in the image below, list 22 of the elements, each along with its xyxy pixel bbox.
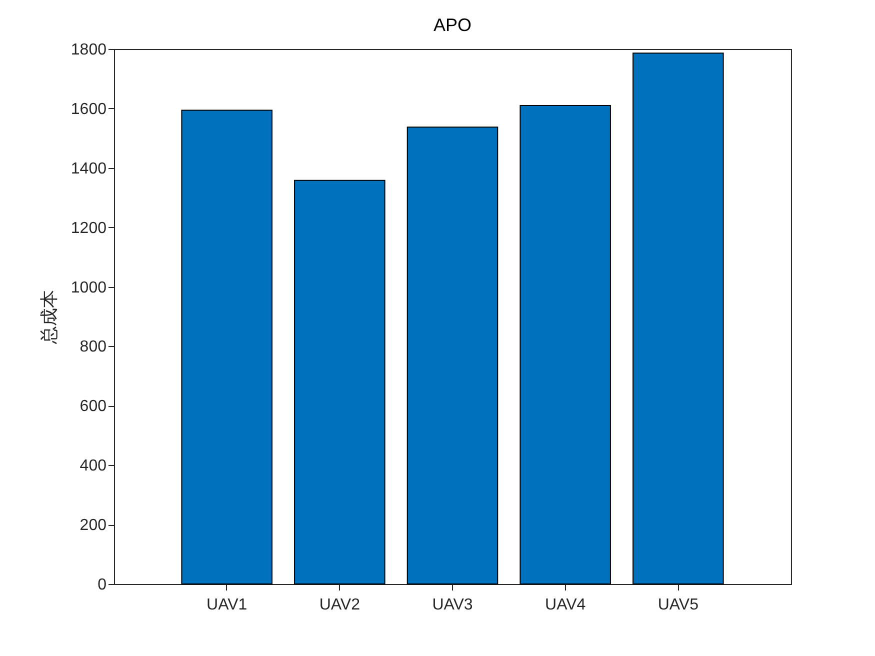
x-tick-label: UAV3 — [432, 596, 473, 614]
y-tick-label: 1800 — [70, 42, 107, 58]
x-tick-label: UAV4 — [545, 596, 586, 614]
x-tick-label: UAV1 — [206, 596, 248, 614]
y-tick-label: 1600 — [70, 100, 107, 118]
y-tick-label: 1400 — [70, 160, 107, 178]
y-tick-label: 0 — [98, 576, 107, 594]
y-tick-label: 1000 — [70, 279, 107, 296]
chart-title: APO — [433, 15, 472, 35]
y-axis-title: 总成本 — [38, 290, 60, 345]
y-tick-label: 800 — [80, 338, 107, 356]
x-tick-label: UAV5 — [658, 596, 699, 614]
y-tick-label: 1200 — [70, 220, 107, 237]
bar — [294, 180, 386, 584]
bar — [520, 104, 611, 584]
bar — [632, 52, 724, 584]
y-tick-label: 600 — [80, 398, 107, 416]
bar — [181, 110, 272, 584]
y-tick-label: 200 — [80, 517, 107, 534]
x-tick-label: UAV2 — [319, 596, 360, 614]
y-tick-label: 400 — [80, 458, 107, 475]
bar — [406, 126, 498, 584]
